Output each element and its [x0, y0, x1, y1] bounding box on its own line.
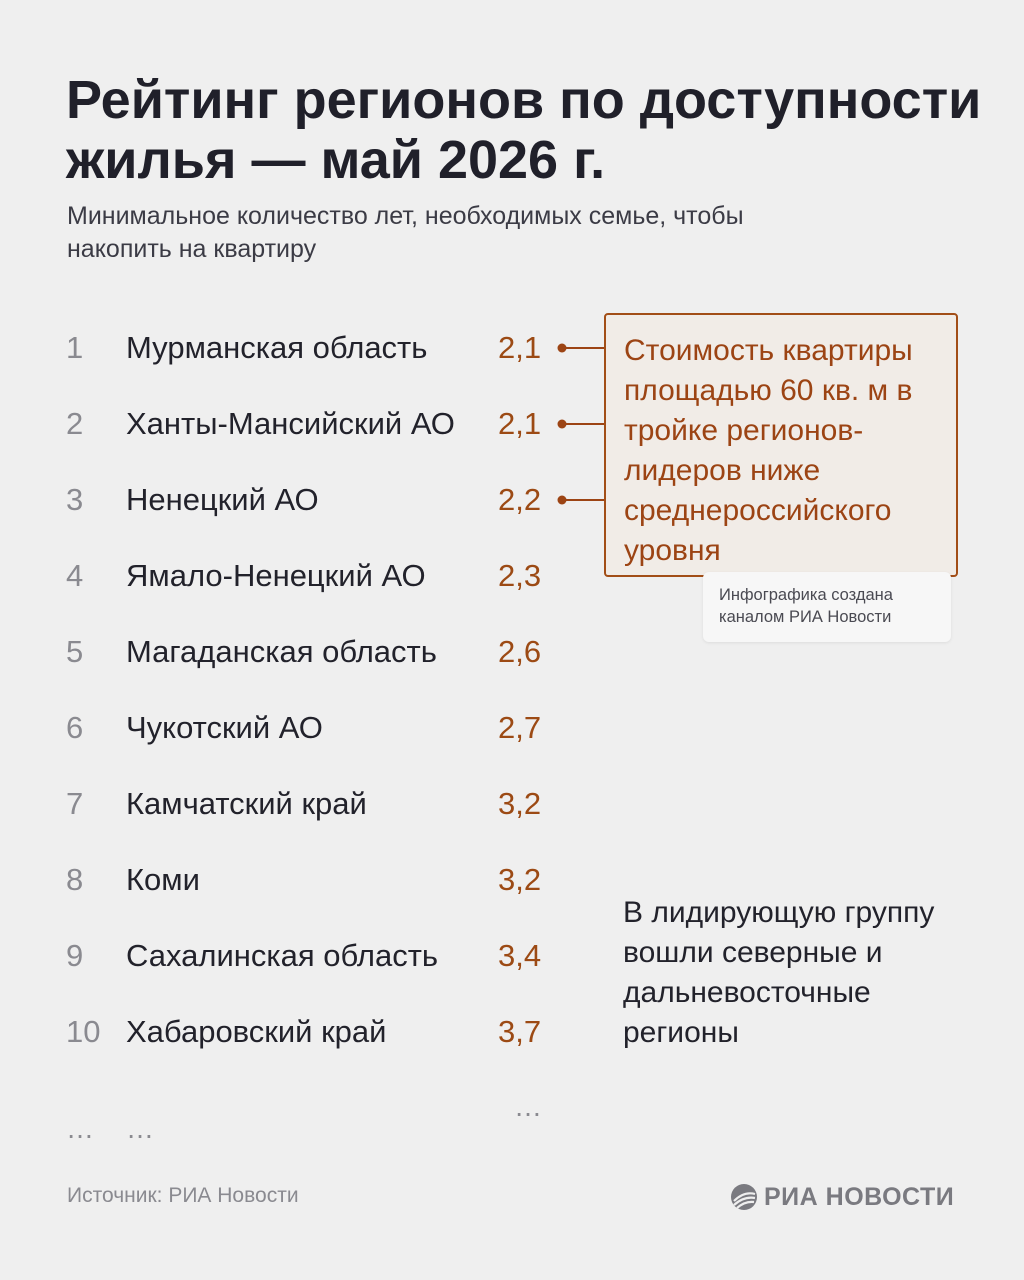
table-row: 4 Ямало-Ненецкий АО 2,3: [0, 546, 600, 606]
connector-dot: [557, 419, 567, 429]
value-label: 3,7: [498, 1014, 542, 1049]
region-name: Камчатский край: [126, 786, 367, 821]
table-row: 1 Мурманская область 2,1: [0, 318, 600, 378]
value-label: 2,6: [498, 634, 542, 669]
rank-ellipsis: …: [66, 1113, 94, 1144]
table-row: 10 Хабаровский край 3,7: [0, 1002, 600, 1062]
table-row: 9 Сахалинская область 3,4: [0, 926, 600, 986]
rank-label: 8: [66, 862, 84, 897]
rank-label: 3: [66, 482, 84, 517]
rank-label: 1: [66, 330, 84, 365]
page-subtitle: Минимальное количество лет, необходимых …: [67, 202, 744, 263]
value-label: 2,3: [498, 558, 542, 593]
region-name: Чукотский АО: [126, 710, 323, 745]
rank-label: 10: [66, 1014, 101, 1049]
region-name: Сахалинская область: [126, 938, 439, 973]
rank-label: 7: [66, 786, 84, 821]
table-row: 2 Ханты-Мансийский АО 2,1: [0, 394, 600, 454]
connector-dot: [557, 495, 567, 505]
connector-dot: [557, 343, 567, 353]
credit-badge: Инфографика создана каналом РИА Новости: [703, 572, 951, 642]
logo-text: РИА НОВОСТИ: [764, 1182, 955, 1211]
region-name: Хабаровский край: [126, 1014, 387, 1049]
region-name: Ямало-Ненецкий АО: [126, 558, 426, 593]
rank-label: 5: [66, 634, 84, 669]
table-row: 7 Камчатский край 3,2: [0, 774, 600, 834]
value-label: 2,7: [498, 710, 542, 745]
region-name: Мурманская область: [126, 330, 428, 365]
table-row: 5 Магаданская область 2,6: [0, 622, 600, 682]
value-label: 2,1: [498, 330, 542, 365]
value-label: 3,4: [498, 938, 542, 973]
region-name: Коми: [126, 862, 200, 897]
ranking-table: 1 Мурманская область 2,1 2 Ханты-Мансийский …: [0, 310, 600, 1144]
region-name: Магаданская область: [126, 634, 437, 669]
source-text: Источник: РИА Новости: [67, 1184, 299, 1207]
rank-label: 6: [66, 710, 84, 745]
value-label: 2,2: [498, 482, 542, 517]
rank-label: 9: [66, 938, 84, 973]
region-name: Ханты-Мансийский АО: [126, 406, 455, 441]
brand-logo: РИА НОВОСТИ: [730, 1180, 954, 1214]
region-name: Ненецкий АО: [126, 482, 319, 517]
rank-label: 4: [66, 558, 84, 593]
ria-logo-icon: [731, 1184, 757, 1210]
value-label: 3,2: [498, 862, 542, 897]
value-label: 2,1: [498, 406, 542, 441]
region-ellipsis: …: [126, 1113, 154, 1144]
side-note: В лидирующую группу вошли северные и дал…: [623, 896, 935, 1049]
rank-label: 2: [66, 406, 84, 441]
value-label: 3,2: [498, 786, 542, 821]
table-row: 3 Ненецкий АО 2,2: [0, 470, 600, 530]
table-row: 8 Коми 3,2: [0, 850, 600, 910]
value-ellipsis: …: [514, 1091, 542, 1122]
page-title: Рейтинг регионов по доступности жилья — …: [66, 70, 982, 190]
annotation-callout: Стоимость квартиры площадью 60 кв. м в т…: [604, 313, 958, 577]
table-row: 6 Чукотский АО 2,7: [0, 698, 600, 758]
